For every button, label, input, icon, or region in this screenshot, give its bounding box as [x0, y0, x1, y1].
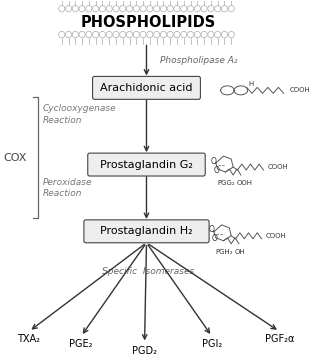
Text: O: O	[212, 234, 218, 243]
FancyBboxPatch shape	[88, 153, 205, 176]
Text: PGH₂: PGH₂	[216, 249, 233, 255]
Text: PGD₂: PGD₂	[132, 346, 157, 356]
FancyBboxPatch shape	[84, 220, 209, 243]
Text: H: H	[248, 81, 254, 87]
Text: Prostaglandin H₂: Prostaglandin H₂	[100, 226, 193, 236]
Text: PGG₂: PGG₂	[218, 180, 235, 186]
Text: O: O	[214, 166, 220, 175]
Text: PGF₂α: PGF₂α	[265, 334, 294, 344]
Text: Specific  Isomerases: Specific Isomerases	[102, 267, 194, 276]
Text: OOH: OOH	[237, 180, 253, 186]
Text: COOH: COOH	[290, 87, 311, 93]
Text: Arachidonic acid: Arachidonic acid	[100, 83, 193, 93]
FancyBboxPatch shape	[93, 76, 200, 99]
Text: O: O	[209, 225, 215, 234]
Text: Peroxidase
Reaction: Peroxidase Reaction	[42, 178, 92, 198]
Text: Cyclooxygenase
Reaction: Cyclooxygenase Reaction	[42, 104, 116, 125]
Text: PGI₂: PGI₂	[202, 339, 222, 349]
Text: COOH: COOH	[266, 233, 287, 239]
Text: COX: COX	[4, 152, 27, 163]
Text: COOH: COOH	[268, 164, 289, 170]
Text: OH: OH	[235, 249, 246, 255]
Text: Prostaglandin G₂: Prostaglandin G₂	[100, 160, 193, 170]
Text: Phospholipase A₂: Phospholipase A₂	[160, 56, 237, 65]
Text: PHOSPHOLIPIDS: PHOSPHOLIPIDS	[81, 15, 216, 30]
Text: TXA₂: TXA₂	[17, 334, 40, 344]
Text: PGE₂: PGE₂	[69, 339, 93, 349]
Text: O: O	[211, 156, 217, 166]
